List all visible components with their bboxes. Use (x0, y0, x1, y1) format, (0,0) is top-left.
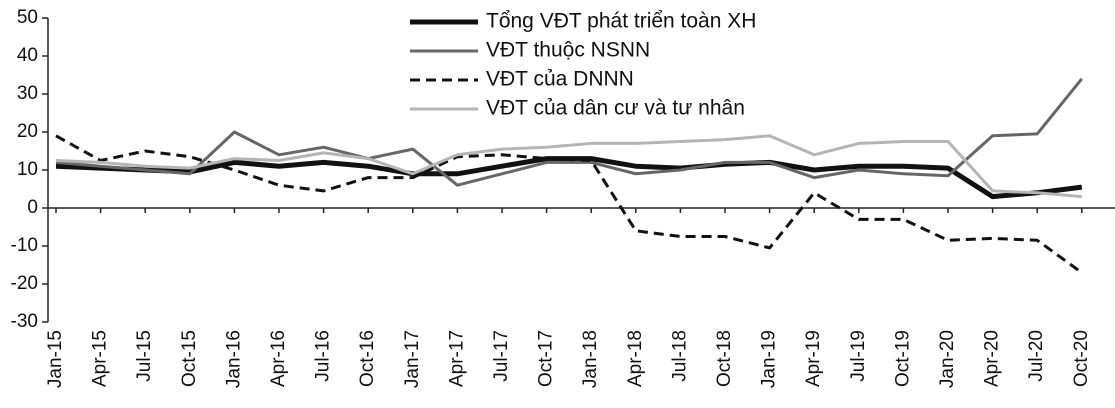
y-tick-label: -30 (11, 311, 38, 332)
x-tick-label: Jan-17 (402, 330, 423, 388)
x-tick-label: Apr-15 (90, 330, 111, 387)
x-tick-label: Jan-18 (580, 330, 601, 388)
legend-label: Tổng VĐT phát triển toàn XH (486, 10, 756, 33)
x-tick-label: Apr-19 (803, 330, 824, 387)
x-tick-label: Jul-18 (669, 330, 690, 382)
x-tick-label: Apr-18 (625, 330, 646, 387)
series-line (55, 134, 1082, 199)
x-tick-label: Jul-20 (1026, 330, 1047, 382)
x-tick-label: Jan-16 (223, 330, 244, 388)
x-tick-label: Jan-15 (45, 330, 66, 388)
x-tick-label: Oct-19 (892, 330, 913, 387)
x-tick-label: Apr-20 (982, 330, 1003, 387)
y-tick-label: -10 (11, 235, 38, 256)
y-tick-label: -20 (11, 273, 38, 294)
x-tick-label: Oct-20 (1071, 330, 1092, 387)
series-line (55, 77, 1083, 187)
y-tick-label: 50 (17, 7, 38, 28)
y-tick-label: 20 (17, 121, 38, 142)
x-tick-label: Oct-17 (536, 330, 557, 387)
x-tick-label: Oct-15 (179, 330, 200, 387)
x-tick-label: Jul-19 (848, 330, 869, 382)
x-tick-label: Apr-17 (446, 330, 467, 387)
x-tick-label: Jul-16 (313, 330, 334, 382)
y-tick-label: 10 (17, 159, 38, 180)
legend-label: VĐT của DNNN (486, 68, 634, 91)
x-tick-label: Jul-15 (134, 330, 155, 382)
x-tick-label: Oct-16 (357, 330, 378, 387)
y-tick-label: 30 (17, 83, 38, 104)
x-tick-label: Jul-17 (491, 330, 512, 382)
x-tick-label: Jan-19 (759, 330, 780, 388)
x-tick-label: Apr-16 (268, 330, 289, 387)
legend-label: VĐT của dân cư và tư nhân (486, 97, 745, 120)
x-tick-label: Oct-18 (714, 330, 735, 387)
legend-label: VĐT thuộc NSNN (486, 39, 650, 62)
x-tick-label: Jan-20 (937, 330, 958, 388)
y-tick-label: 40 (17, 45, 38, 66)
y-tick-label: 0 (27, 197, 38, 218)
series-line (55, 134, 1083, 274)
